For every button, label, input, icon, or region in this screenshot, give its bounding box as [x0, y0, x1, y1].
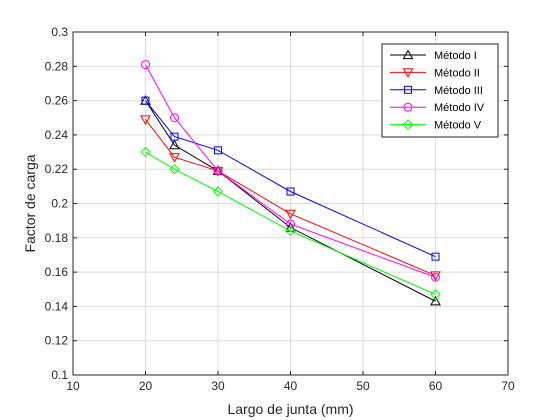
legend-item: Método V	[390, 119, 482, 132]
x-tick-label: 60	[429, 379, 443, 393]
legend-box	[381, 43, 499, 138]
legend: Método I Método II Método III Método IV Méto…	[381, 43, 499, 138]
data-point	[431, 252, 440, 261]
series-line	[145, 64, 436, 278]
x-tick-label: 20	[139, 379, 153, 393]
data-point	[213, 166, 223, 176]
data-point	[431, 272, 440, 282]
data-point	[286, 219, 295, 229]
y-tick-label: 0.12	[45, 334, 69, 348]
legend-marker	[403, 102, 413, 112]
y-tick-label: 0.14	[45, 299, 69, 313]
axis-ticks: 10 20 30 40 50 60 70 0.1 0.12 0.14 0.16 0.18 0.2 0.22…	[45, 25, 515, 393]
legend-label: Método I	[434, 50, 477, 62]
series-line	[145, 100, 436, 258]
legend-item: Método I	[390, 49, 477, 62]
x-tick-label: 40	[284, 379, 298, 393]
legend-item: Método IV	[390, 102, 485, 114]
data-point	[141, 60, 150, 70]
data-point	[170, 113, 179, 123]
legend-marker	[404, 85, 412, 94]
data-point	[212, 186, 224, 197]
series-3	[141, 96, 440, 261]
series-5	[140, 146, 441, 300]
legend-marker	[402, 68, 414, 78]
y-axis-label: Factor de carga	[22, 154, 38, 252]
legend-label: Método IV	[434, 102, 485, 114]
data-point	[169, 153, 180, 163]
data-point	[169, 139, 180, 150]
data-point	[285, 225, 296, 237]
x-tick-label: 70	[501, 379, 515, 393]
y-tick-label: 0.22	[45, 162, 69, 176]
x-tick-label: 50	[356, 379, 370, 393]
x-tick-label: 10	[66, 379, 80, 393]
legend-marker	[402, 119, 414, 130]
y-tick-label: 0.28	[45, 59, 69, 73]
y-tick-label: 0.16	[45, 265, 69, 279]
data-point	[214, 146, 222, 155]
legend-label: Método II	[434, 67, 480, 79]
y-tick-label: 0.3	[51, 25, 68, 39]
data-point	[170, 132, 179, 141]
legend-label: Método III	[434, 85, 483, 97]
y-tick-label: 0.26	[45, 94, 69, 108]
legend-label: Método V	[434, 120, 482, 132]
data-point	[140, 146, 151, 158]
data-point	[169, 163, 180, 175]
data-point	[430, 295, 441, 306]
y-tick-label: 0.2	[51, 197, 68, 211]
series-4	[141, 60, 440, 282]
data-point	[141, 96, 150, 105]
series-line	[145, 151, 436, 295]
y-tick-label: 0.1	[51, 368, 68, 382]
y-tick-label: 0.24	[45, 128, 69, 142]
x-axis-label: Largo de junta (mm)	[227, 401, 353, 417]
data-point	[430, 289, 441, 300]
y-tick-label: 0.18	[45, 231, 69, 245]
legend-item: Método III	[390, 85, 483, 97]
series-group	[140, 60, 441, 306]
legend-item: Método II	[390, 67, 480, 79]
data-point	[285, 209, 296, 220]
data-point	[140, 115, 151, 125]
data-point	[286, 187, 295, 196]
legend-marker	[402, 49, 414, 60]
x-tick-label: 30	[211, 379, 225, 393]
